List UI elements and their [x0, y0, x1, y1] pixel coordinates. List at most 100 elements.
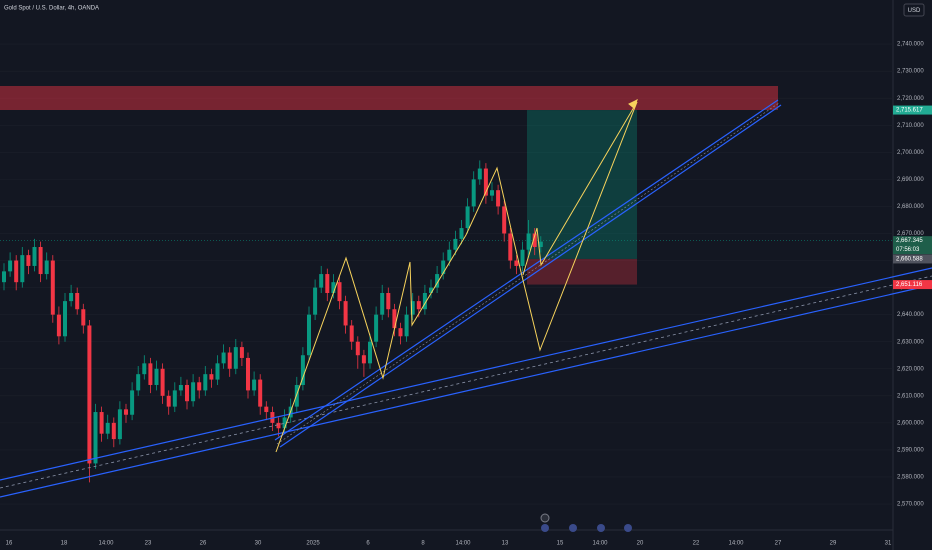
candle-body: [526, 233, 531, 250]
candle-body: [14, 260, 19, 283]
candle-body: [465, 206, 470, 229]
price-label-box: [893, 280, 932, 290]
candle-body: [203, 374, 208, 391]
candle-body: [386, 293, 391, 310]
target-box: [527, 110, 637, 259]
candle-body: [117, 409, 122, 440]
candle-body: [380, 293, 385, 315]
y-tick-label: 2,630.000: [897, 339, 924, 345]
candle-body: [63, 301, 67, 337]
candle-body: [538, 241, 543, 248]
candle-body: [56, 314, 61, 337]
y-tick-label: 2,640.000: [897, 312, 924, 318]
candle-body: [441, 260, 446, 275]
y-tick-label: 2,570.000: [897, 502, 924, 508]
candle-body: [276, 422, 281, 429]
candle-body: [221, 352, 226, 364]
price-label-box: [893, 105, 932, 115]
candle-body: [166, 395, 171, 407]
candle-body: [246, 357, 250, 391]
x-tick-label: 14:00: [728, 541, 744, 547]
candle-body: [32, 247, 37, 266]
price-label-box: [893, 236, 932, 255]
y-tick-label: 2,590.000: [897, 447, 924, 453]
candle-body: [520, 249, 525, 266]
candle-body: [404, 314, 409, 337]
x-tick-label: 31: [885, 541, 892, 547]
candle-body: [300, 355, 305, 385]
candle-body: [99, 412, 104, 434]
candle-body: [38, 247, 43, 275]
y-tick-label: 2,610.000: [897, 393, 924, 399]
candle-body: [343, 301, 348, 326]
candle-body: [227, 352, 232, 369]
event-icons: [540, 513, 632, 532]
currency-button[interactable]: [903, 3, 925, 17]
y-tick-label: 2,600.000: [897, 420, 924, 426]
candle-body: [81, 309, 86, 326]
channel-line: [0, 267, 932, 481]
countdown-label: 07:56:03: [896, 247, 920, 253]
candle-body: [453, 238, 458, 250]
candle-body: [87, 325, 92, 464]
candle-body: [160, 368, 165, 396]
candle-body: [264, 406, 269, 413]
candle-body: [20, 255, 25, 283]
candle-body: [2, 271, 6, 283]
candle-body: [496, 190, 501, 207]
y-tick-label: 2,700.000: [897, 150, 924, 156]
candle-body: [392, 309, 397, 329]
price-label: 2,651.116: [896, 282, 923, 288]
candle-body: [502, 206, 507, 234]
candle-body: [50, 260, 55, 315]
zigzag: [522, 101, 638, 276]
candle-body: [44, 260, 49, 275]
arrow-head: [628, 98, 638, 109]
currency-label[interactable]: USD: [908, 8, 921, 14]
candle-body: [154, 368, 159, 385]
candle-body: [209, 374, 214, 380]
resistance-zone: [0, 86, 778, 110]
candle-body: [191, 382, 196, 402]
trend-line: [274, 99, 779, 441]
candle-body: [172, 390, 177, 407]
price-label-box: [893, 254, 932, 264]
candle-body: [8, 260, 13, 272]
y-tick-label: 2,670.000: [897, 231, 924, 237]
candle-body: [105, 422, 110, 434]
candle-body: [136, 374, 141, 391]
x-tick-label: 22: [693, 541, 700, 547]
candle-body: [490, 190, 494, 196]
candle-body: [148, 363, 153, 385]
price-label: 2,715.617: [896, 108, 923, 114]
y-tick-label: 2,620.000: [897, 366, 924, 372]
price-label: 2,660.588: [896, 257, 923, 263]
candles: [2, 160, 543, 483]
event-icon: [597, 524, 605, 532]
y-tick-label: 2,580.000: [897, 475, 924, 481]
event-icon: [624, 524, 632, 532]
candle-body: [374, 314, 379, 342]
x-tick-label: 2025: [306, 541, 320, 547]
y-tick-label: 2,740.000: [897, 42, 924, 48]
candle-body: [416, 301, 421, 310]
candle-body: [69, 293, 74, 302]
candle-body: [410, 301, 415, 315]
candle-body: [111, 422, 116, 440]
candle-body: [459, 228, 464, 239]
axes: 2,570.000 2,580.000 2,590.000 2,600.000 2,61…: [6, 42, 932, 547]
candle-body: [319, 274, 324, 288]
x-tick-label: 6: [366, 541, 370, 547]
candle-body: [398, 328, 403, 337]
x-tick-label: 15: [557, 541, 564, 547]
candle-body: [355, 341, 360, 356]
y-tick-label: 2,730.000: [897, 69, 924, 75]
y-tick-label: 2,710.000: [897, 123, 924, 129]
candle-body: [258, 379, 263, 407]
event-icon: [541, 524, 549, 532]
candle-body: [325, 274, 330, 294]
candle-body: [130, 390, 135, 415]
trend-midline: [276, 102, 780, 445]
